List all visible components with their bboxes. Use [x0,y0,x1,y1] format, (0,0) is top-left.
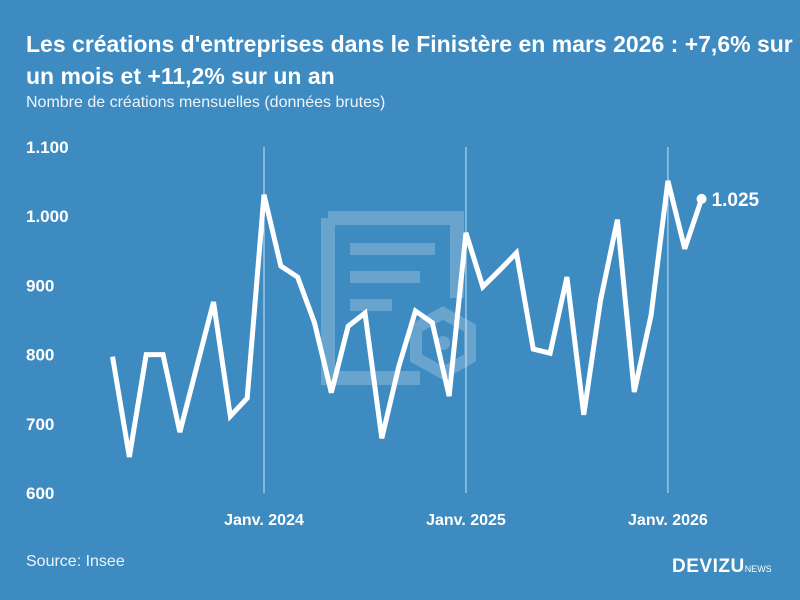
logo-main: DEVIZU [672,556,745,577]
chart-title: Les créations d'entreprises dans le Fini… [26,31,793,89]
x-tick-label: Janv. 2026 [628,512,708,529]
y-tick-label: 700 [26,415,54,434]
chart-subtitle: Nombre de créations mensuelles (données … [26,94,386,111]
y-tick-label: 900 [26,276,54,295]
y-tick-label: 800 [26,346,54,365]
x-tick-label: Janv. 2024 [224,512,304,529]
y-tick-label: 1.100 [26,138,69,157]
last-value-label: 1.025 [712,190,760,211]
watermark-document-icon [321,211,476,385]
logo-suffix: NEWS [744,564,772,574]
y-tick-label: 600 [26,484,54,503]
source-note: Source: Insee [26,553,125,570]
x-tick-label: Janv. 2025 [426,512,506,529]
last-point-marker [696,193,707,204]
series-line [110,180,704,458]
devizu-logo: DEVIZUNEWS [672,556,772,578]
y-tick-label: 1.000 [26,207,69,226]
